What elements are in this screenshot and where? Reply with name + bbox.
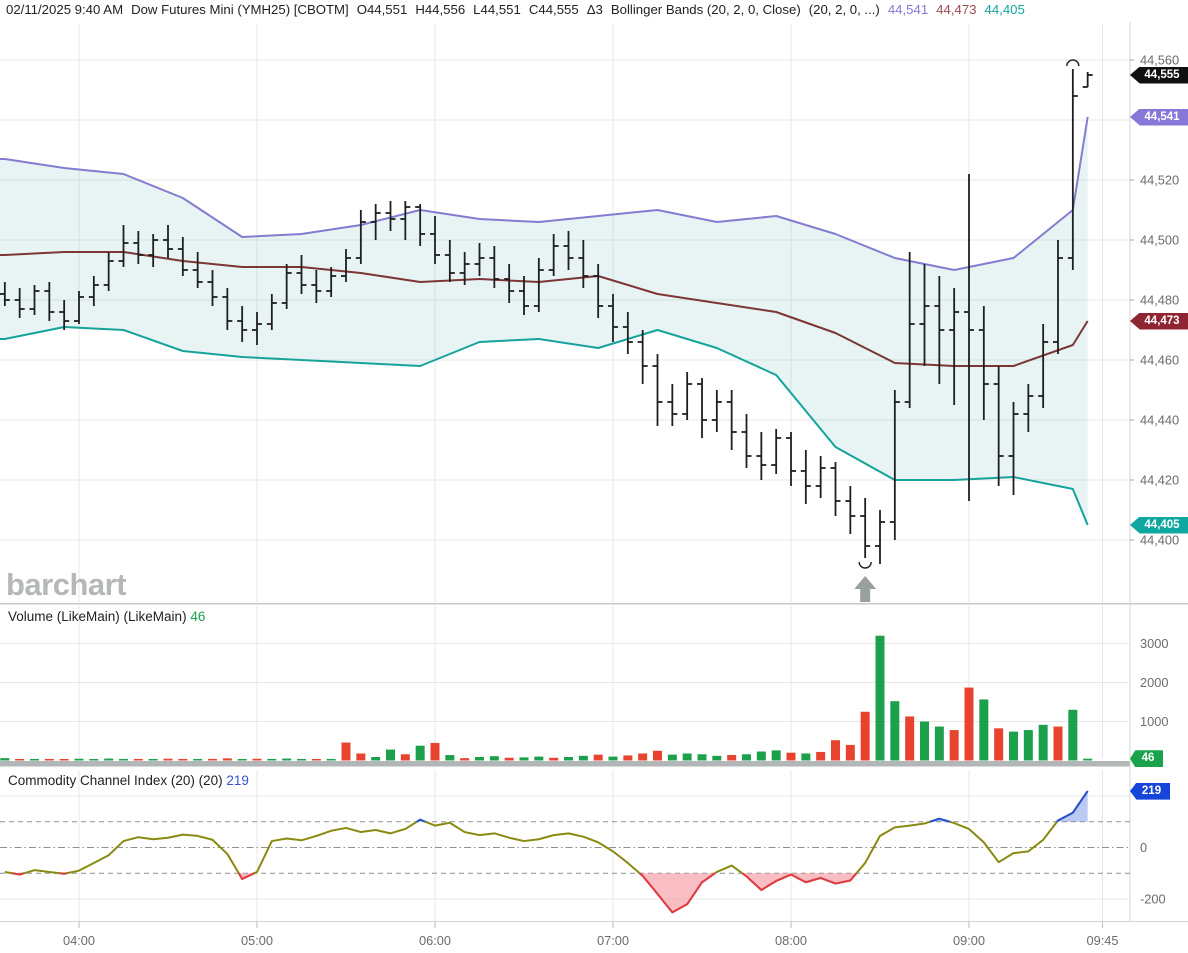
barchart-watermark: barchart	[6, 567, 127, 602]
panel-separators	[0, 22, 1188, 922]
price-bars	[0, 69, 1093, 564]
price-axis-label: 44,420	[1140, 473, 1179, 488]
quote-header-segment: Dow Futures Mini (YMH25) [CBOTM]	[131, 2, 349, 17]
time-axis-label: 05:00	[241, 933, 273, 948]
price-axis-label: 44,480	[1140, 293, 1179, 308]
time-axis-label: 07:00	[597, 933, 629, 948]
volume-study-title: Volume (LikeMain) (LikeMain)	[8, 609, 187, 624]
price-badge: 44,405	[1130, 516, 1188, 534]
price-badge: 44,473	[1130, 312, 1188, 330]
volume-gridlines	[0, 643, 1130, 722]
volume-study-label[interactable]: Volume (LikeMain) (LikeMain) 46	[8, 609, 205, 624]
cci-overbought	[416, 790, 1089, 823]
cci-study-title: Commodity Channel Index (20) (20)	[8, 773, 223, 788]
price-axis-label: 44,500	[1140, 233, 1179, 248]
time-axis-label: 09:45	[1086, 933, 1118, 948]
price-axis-label: 44,460	[1140, 353, 1179, 368]
cci-study-label[interactable]: Commodity Channel Index (20) (20) 219	[8, 773, 249, 788]
cci-line	[4, 790, 1089, 914]
cci-oversold	[12, 872, 858, 914]
volume-bars	[0, 635, 1093, 761]
time-axis-label: 04:00	[63, 933, 95, 948]
cci-badge: 219	[1130, 782, 1170, 800]
time-axis-label: 08:00	[775, 933, 807, 948]
price-badge: 44,541	[1130, 108, 1188, 126]
bollinger-lower-line	[0, 326, 1089, 526]
quote-header-segment: (20, 2, 0, ...)	[808, 2, 880, 17]
time-axis-label: 09:00	[953, 933, 985, 948]
price-badge: 44,555	[1130, 66, 1188, 84]
cci-study-value: 219	[226, 773, 249, 788]
quote-header-segment: L44,551	[473, 2, 521, 17]
cci-axis-label: 0	[1140, 840, 1147, 855]
volume-study-value: 46	[190, 609, 206, 624]
volume-axis-label: 2000	[1140, 675, 1168, 690]
volume-axis-label: 1000	[1140, 714, 1168, 729]
quote-header-segment: O44,551	[356, 2, 408, 17]
quote-header-segment: Δ3	[586, 2, 603, 17]
bollinger-upper-line	[0, 116, 1089, 271]
price-axis-label: 44,560	[1140, 53, 1179, 68]
quote-header-segment: H44,556	[415, 2, 466, 17]
quote-header-segment: 02/11/2025 9:40 AM	[6, 2, 124, 17]
cci-gridlines	[0, 795, 1130, 900]
annotations	[854, 59, 1080, 602]
volume-axis-label: 3000	[1140, 636, 1168, 651]
price-axis-label: 44,440	[1140, 413, 1179, 428]
volume-axis: 3000 2000 1000	[1140, 636, 1168, 729]
cci-axis: 0 -200	[1140, 840, 1166, 907]
price-axis-label: 44,400	[1140, 533, 1179, 548]
quote-header-segment: 44,473	[936, 2, 977, 17]
price-axis: 44,560 44,520 44,500 44,480 44,460 44,440 44,4…	[1130, 53, 1179, 548]
quote-header-segment: Bollinger Bands (20, 2, 0, Close)	[610, 2, 801, 17]
session-low-arrow-icon	[854, 576, 877, 602]
time-axis-label: 06:00	[419, 933, 451, 948]
price-axis-label: 44,520	[1140, 173, 1179, 188]
quote-header: 02/11/2025 9:40 AM Dow Futures Mini (YMH2…	[6, 2, 1186, 22]
cci-axis-label: -200	[1140, 892, 1166, 907]
time-axis: 04:00 05:00 06:00 07:00 08:00 09:00 09:45	[63, 921, 1119, 948]
quote-header-segment: 44,405	[984, 2, 1025, 17]
quote-header-segment: C44,555	[528, 2, 579, 17]
quote-header-segment: 44,541	[887, 2, 929, 17]
volume-badge: 46	[1130, 750, 1163, 768]
